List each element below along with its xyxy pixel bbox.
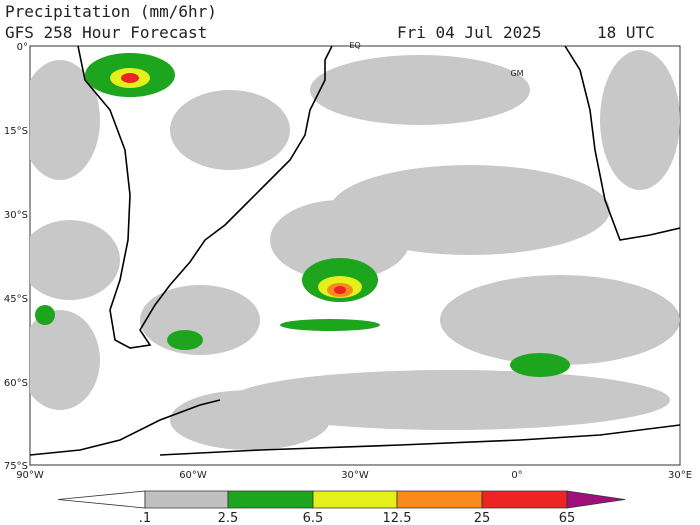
lat-label: 30°S xyxy=(4,210,28,221)
lat-label: 60°S xyxy=(4,378,28,389)
colorbar-segment xyxy=(566,490,626,509)
colorbar-label: .1 xyxy=(139,511,151,525)
lat-label: 0° xyxy=(17,42,28,53)
colorbar-label: 6.5 xyxy=(303,511,324,525)
colorbar-label: 65 xyxy=(559,511,576,525)
colorbar-segment xyxy=(144,490,229,509)
precip-field xyxy=(30,50,680,450)
colorbar-label: 25 xyxy=(474,511,491,525)
lat-label: 75°S xyxy=(4,461,28,472)
lon-label: 0° xyxy=(511,470,522,481)
colorbar-segment xyxy=(227,490,314,509)
lat-label: 15°S xyxy=(4,126,28,137)
map-marker: GM xyxy=(510,69,523,78)
date: Fri 04 Jul 2025 xyxy=(397,23,542,42)
model: GFS 258 Hour Forecast xyxy=(5,23,207,42)
lon-label: 90°W xyxy=(16,470,44,481)
colorbar-segment xyxy=(396,490,483,509)
map xyxy=(29,45,681,466)
coastlines xyxy=(30,46,680,456)
time: 18 UTC xyxy=(597,23,655,42)
lon-label: 30°W xyxy=(341,470,369,481)
lon-label: 60°W xyxy=(179,470,207,481)
colorbar-segment xyxy=(312,490,398,509)
map-marker: EQ xyxy=(349,41,360,50)
title: Precipitation (mm/6hr) xyxy=(5,2,217,21)
colorbar-segment xyxy=(57,490,146,509)
lat-label: 45°S xyxy=(4,294,28,305)
lon-label: 30°E xyxy=(668,470,692,481)
colorbar-label: 2.5 xyxy=(218,511,239,525)
colorbar-segment xyxy=(481,490,568,509)
colorbar-label: 12.5 xyxy=(383,511,412,525)
